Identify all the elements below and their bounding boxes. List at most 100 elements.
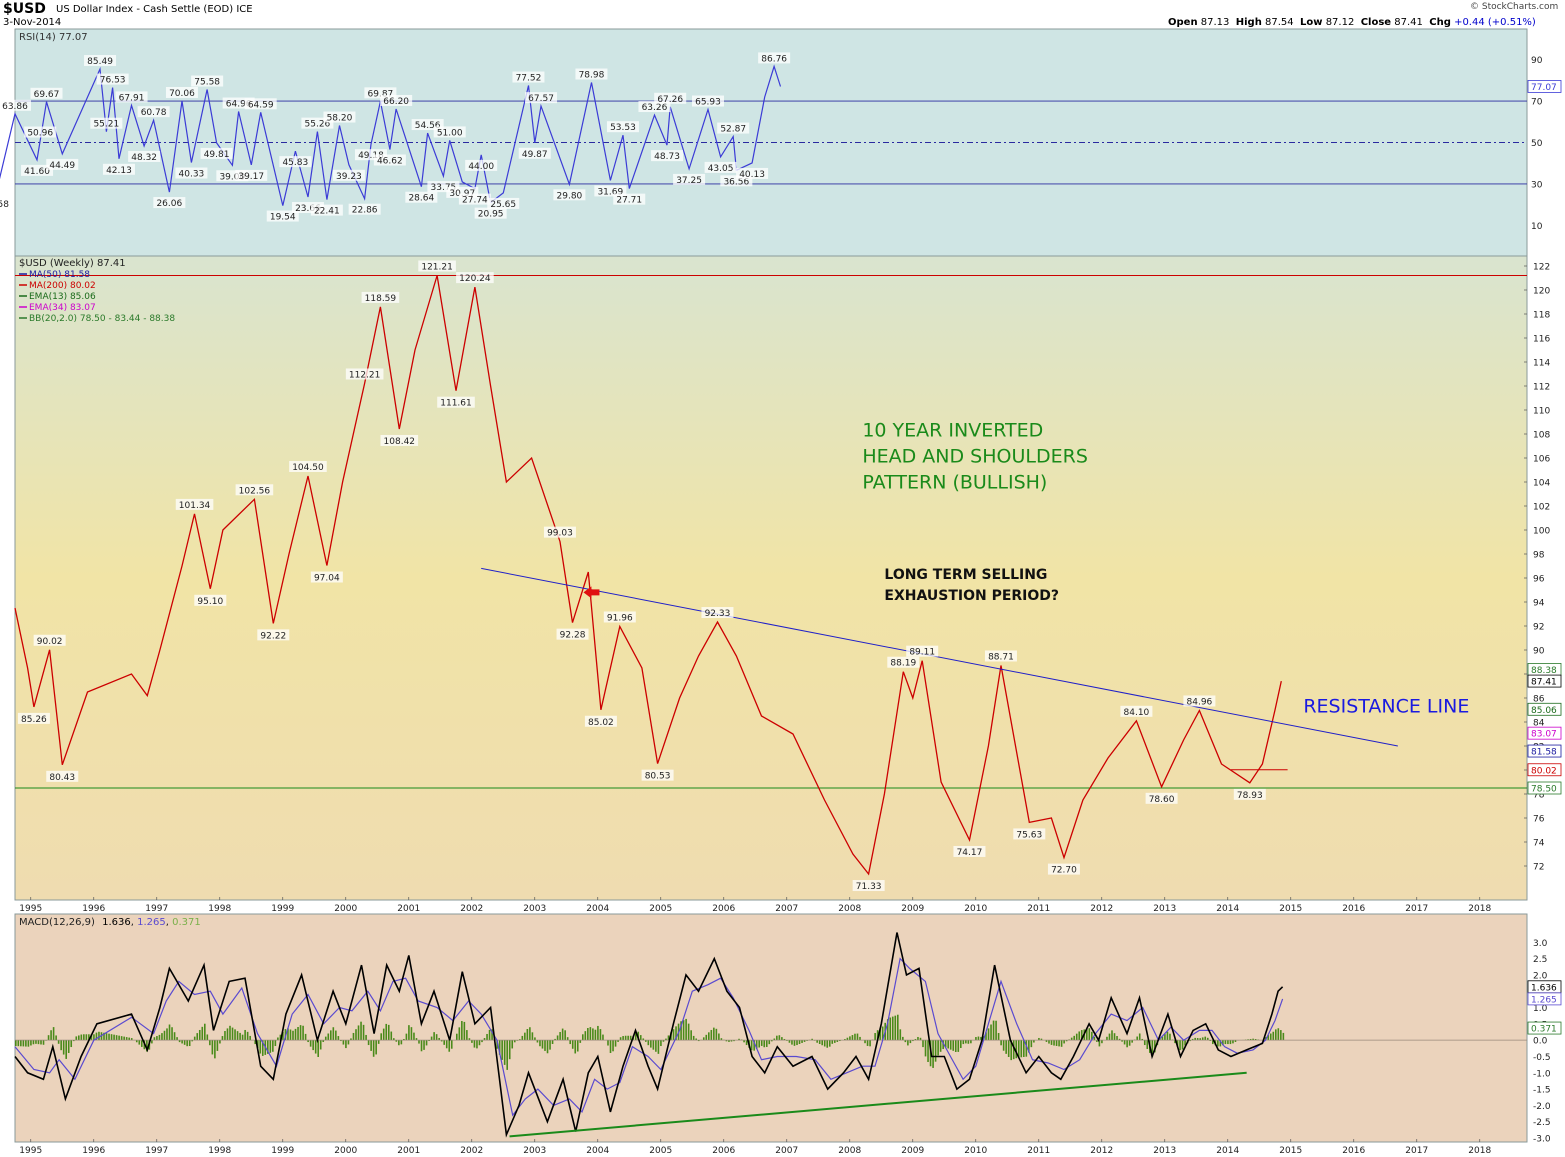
price-x-tick-2014: 2014 — [1216, 904, 1239, 914]
macd-hist-bar-457 — [1166, 1031, 1169, 1041]
macd-badge-1-text: 1.265 — [1531, 995, 1557, 1005]
macd-hist-bar-481 — [1227, 1040, 1229, 1045]
macd-hist-bar-13 — [47, 1035, 50, 1041]
rsi-label-2-box — [0, 198, 13, 210]
macd-hist-bar-431 — [1101, 1040, 1103, 1044]
macd-hist-bar-101 — [269, 1040, 272, 1053]
rsi-label-46-text: 49.87 — [522, 150, 548, 160]
price-label-8-text: 97.04 — [314, 574, 340, 584]
price-x-tick-2015: 2015 — [1279, 904, 1302, 914]
macd-hist-bar-361 — [924, 1040, 927, 1057]
macd-hist-bar-379 — [970, 1040, 972, 1044]
macd-hist-bar-446 — [1138, 1033, 1141, 1041]
rsi-label-29: 58.20 — [323, 111, 356, 124]
macd-hist-bar-364 — [932, 1040, 934, 1068]
macd-hist-bar-237 — [612, 1040, 614, 1052]
rsi-label-25-box — [279, 156, 312, 168]
macd-hist-bar-292 — [750, 1040, 753, 1051]
macd-hist-bar-371 — [949, 1040, 952, 1050]
macd-hist-bar-33 — [98, 1031, 100, 1041]
macd-hist-bar-401 — [1025, 1040, 1028, 1057]
price-label-4-text: 95.10 — [197, 597, 223, 607]
price-label-31-box — [1233, 788, 1266, 800]
annotation-0-line-0: 10 YEAR INVERTED — [862, 419, 1043, 441]
rsi-label-20: 39.00 — [216, 170, 249, 182]
macd-hist-bar-282 — [725, 1040, 728, 1042]
stockcharts-brand: © StockCharts.com — [1470, 2, 1559, 12]
macd-hist-bar-321 — [823, 1040, 826, 1047]
macd-hist-bar-443 — [1131, 1040, 1133, 1043]
rsi-label-19-text: 49.81 — [204, 150, 230, 160]
price-label-23: 89.11 — [906, 645, 939, 658]
macd-hist-bar-138 — [362, 1024, 365, 1041]
macd-hist-bar-207 — [536, 1040, 539, 1043]
macd-legend: MACD(12,26,9) 1.636, 1.265, 0.371 — [19, 917, 201, 928]
price-label-9-text: 112.21 — [349, 370, 381, 380]
rsi-label-55-text: 67.26 — [657, 95, 683, 105]
macd-hist-bar-455 — [1161, 1036, 1164, 1041]
macd-hist-bar-469 — [1196, 1038, 1199, 1041]
rsi-label-31-text: 22.86 — [352, 206, 378, 216]
price-legend-entry-0: MA(50) 81.58 — [29, 270, 90, 280]
macd-hist-bar-20 — [65, 1040, 67, 1059]
rsi-label-30-text: 39.23 — [336, 172, 362, 182]
macd-hist-bar-267 — [687, 1023, 690, 1041]
macd-hist-bar-163 — [425, 1040, 428, 1046]
rsi-label-4: 41.60 — [21, 164, 54, 177]
macd-hist-bar-293 — [753, 1040, 755, 1051]
price-label-6: 92.22 — [257, 629, 290, 641]
macd-hist-bar-214 — [554, 1038, 556, 1041]
macd-hist-bar-170 — [443, 1040, 445, 1045]
macd-hist-bar-208 — [539, 1040, 541, 1047]
macd-hist-bar-87 — [234, 1029, 236, 1041]
macd-hist-bar-2 — [20, 1040, 22, 1047]
macd-hist-bar-489 — [1247, 1039, 1249, 1041]
rsi-label-45-box — [512, 71, 545, 83]
macd-hist-bar-147 — [385, 1023, 388, 1041]
rsi-label-28: 22.41 — [310, 204, 343, 217]
macd-hist-bar-120 — [317, 1040, 319, 1057]
rsi-label-58: 43.05 — [704, 161, 737, 174]
macd-hist-bar-393 — [1005, 1040, 1007, 1054]
price-label-12: 121.21 — [418, 260, 456, 272]
macd-hist-bar-118 — [312, 1040, 314, 1051]
macd-hist-bar-309 — [793, 1040, 796, 1046]
price-label-25-box — [984, 650, 1017, 662]
macd-x-tick-2006: 2006 — [712, 1146, 735, 1156]
macd-signal-line — [14, 957, 1284, 1117]
macd-hist-bar-158 — [413, 1032, 415, 1041]
rsi-label-55-box — [654, 92, 687, 104]
price-label-22-box — [887, 656, 920, 668]
macd-hist-bar-296 — [760, 1040, 763, 1046]
macd-hist-bar-103 — [274, 1040, 277, 1047]
macd-hist-bar-304 — [781, 1037, 783, 1041]
macd-hist-bar-188 — [488, 1029, 491, 1041]
macd-hist-bar-105 — [279, 1034, 282, 1041]
price-y-tick-90: 90 — [1533, 647, 1545, 657]
price-label-5-box — [235, 484, 274, 496]
macd-hist-bar-500 — [1275, 1029, 1277, 1041]
macd-hist-bar-403 — [1030, 1040, 1033, 1048]
macd-hist-bar-179 — [466, 1030, 468, 1041]
price-label-0-text: 90.02 — [37, 637, 63, 647]
macd-hist-bar-477 — [1217, 1040, 1219, 1047]
rsi-label-44-text: 25.65 — [490, 200, 516, 210]
price-y-tick-118: 118 — [1533, 311, 1550, 321]
macd-hist-bar-79 — [214, 1040, 216, 1059]
macd-hist-bar-24 — [75, 1036, 78, 1041]
macd-hist-bar-394 — [1007, 1040, 1010, 1057]
price-label-21: 71.33 — [852, 880, 885, 892]
macd-hist-bar-117 — [309, 1040, 312, 1047]
rsi-label-11-box — [102, 163, 135, 175]
rsi-label-9: 55.21 — [90, 117, 123, 130]
rsi-label-48: 29.80 — [553, 189, 586, 201]
price-legend-entry-3: EMA(34) 83.07 — [29, 303, 96, 313]
macd-x-tick-2005: 2005 — [649, 1146, 672, 1156]
macd-hist-bar-436 — [1113, 1033, 1116, 1041]
macd-hist-bar-342 — [876, 1030, 879, 1041]
macd-hist-bar-228 — [589, 1027, 592, 1041]
macd-x-tick-1997: 1997 — [145, 1146, 168, 1156]
macd-hist-bar-52 — [146, 1040, 148, 1052]
macd-hist-bar-98 — [261, 1040, 264, 1056]
price-y-tick-84: 84 — [1533, 719, 1545, 729]
